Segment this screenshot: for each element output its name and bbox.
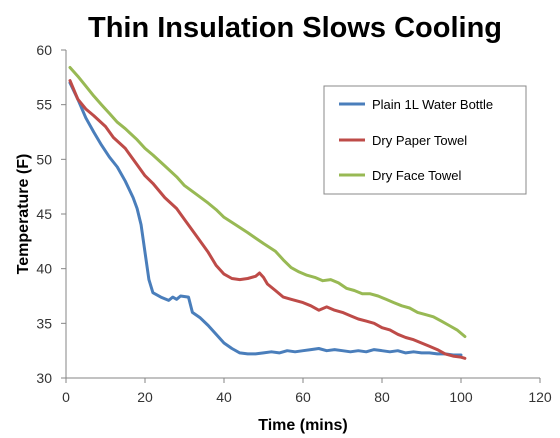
y-tick-label: 30	[36, 370, 52, 386]
x-tick-labels: 0 20 40 60 80 100 120	[62, 378, 552, 405]
legend-label: Dry Face Towel	[372, 168, 461, 183]
x-tick-label: 40	[216, 389, 232, 405]
x-tick-label: 20	[137, 389, 153, 405]
series-line-2	[68, 79, 467, 360]
legend-label: Dry Paper Towel	[372, 133, 467, 148]
y-tick-label: 45	[36, 206, 52, 222]
x-tick-label: 60	[295, 389, 311, 405]
series-line-3	[68, 66, 467, 338]
x-axis-title: Time (mins)	[258, 417, 348, 434]
y-axis-title: Temperature (F)	[15, 154, 32, 275]
x-tick-label: 100	[449, 389, 473, 405]
y-tick-label: 60	[36, 42, 52, 58]
y-tick-label: 50	[36, 151, 52, 167]
x-tick-label: 0	[62, 389, 70, 405]
series-lines	[68, 66, 467, 360]
series-line-1	[68, 81, 463, 357]
chart-title: Thin Insulation Slows Cooling	[88, 12, 502, 44]
legend: Plain 1L Water Bottle Dry Paper Towel Dr…	[323, 85, 527, 195]
legend-label: Plain 1L Water Bottle	[372, 97, 493, 112]
y-tick-label: 40	[36, 261, 52, 277]
y-tick-label: 35	[36, 315, 52, 331]
y-tick-labels: 30 35 40 45 50 55 60	[36, 42, 66, 386]
x-tick-label: 120	[528, 389, 552, 405]
x-tick-label: 80	[374, 389, 390, 405]
y-tick-label: 55	[36, 97, 52, 113]
